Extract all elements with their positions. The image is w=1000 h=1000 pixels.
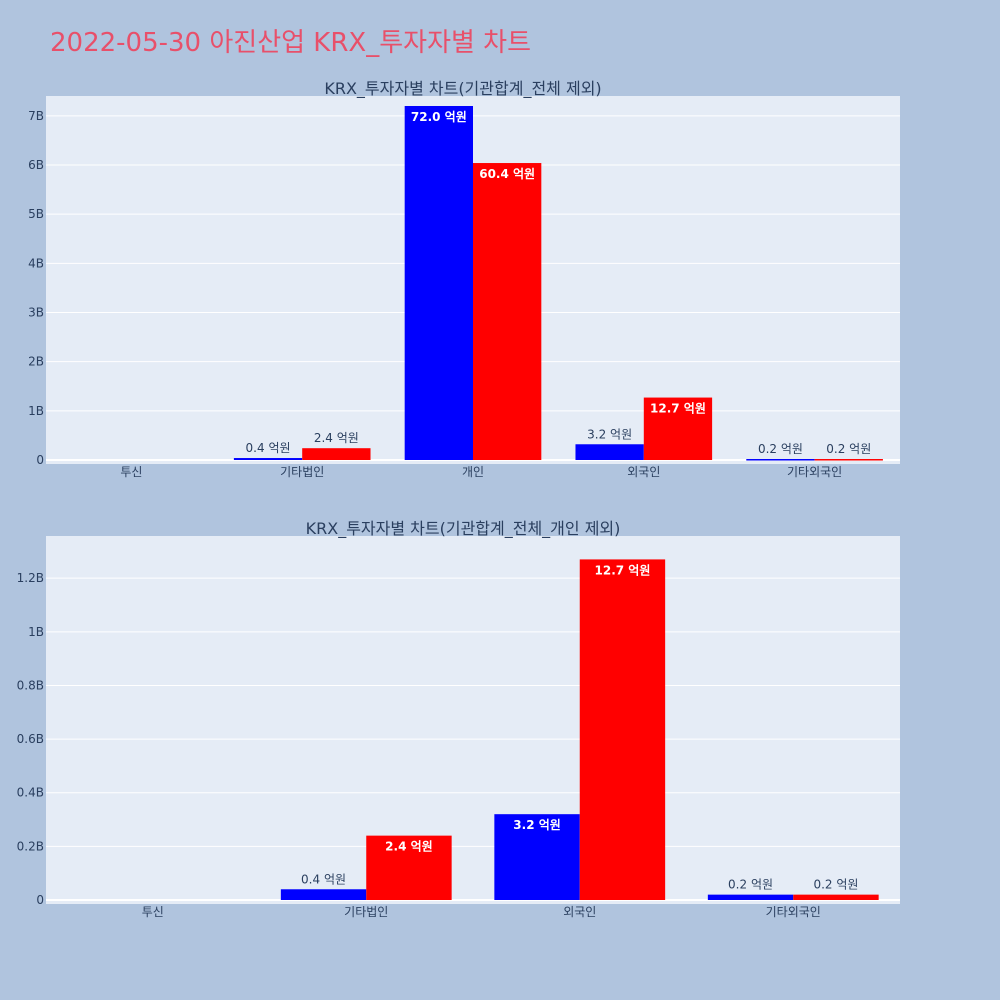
bar-0-0-3 — [575, 444, 644, 460]
x-tick-label-1-1: 기타법인 — [344, 905, 388, 919]
bar-1-1-1 — [366, 835, 452, 900]
bar-0-1-2 — [473, 163, 542, 461]
bar-0-0-1 — [233, 458, 303, 460]
bar-1-1-2 — [579, 559, 666, 900]
bar-label-0-1-1: 2.4 억원 — [314, 431, 359, 445]
x-tick-label-1-3: 기타외국인 — [766, 905, 821, 919]
y-tick-label-1-6: 1.2B — [17, 571, 44, 585]
y-tick-label-1-3: 0.6B — [17, 732, 44, 746]
y-tick-label-0-2: 2B — [28, 355, 44, 369]
x-tick-label-0-1: 기타법인 — [280, 465, 324, 479]
bar-label-0-0-1: 0.4 억원 — [246, 441, 291, 455]
bar-0-1-1 — [302, 448, 371, 460]
x-tick-label-1-0: 투신 — [142, 905, 164, 919]
main-title: 2022-05-30 아진산업 KRX_투자자별 차트 — [50, 28, 532, 58]
bar-label-1-1-3: 0.2 억원 — [813, 878, 858, 892]
y-tick-label-0-4: 4B — [28, 256, 44, 270]
y-tick-label-1-5: 1B — [28, 625, 44, 639]
y-tick-label-0-1: 1B — [28, 404, 44, 418]
bar-0-0-4 — [746, 459, 815, 461]
plot-area-1 — [46, 536, 900, 904]
x-tick-label-0-0: 투신 — [120, 465, 142, 479]
y-tick-label-0-7: 7B — [28, 109, 44, 123]
bar-label-1-1-1: 2.4 억원 — [385, 840, 433, 854]
bar-1-1-3 — [793, 894, 879, 900]
x-tick-label-0-4: 기타외국인 — [787, 465, 842, 479]
bar-label-1-1-2: 12.7 억원 — [595, 563, 651, 577]
bar-label-0-1-3: 12.7 억원 — [650, 402, 706, 416]
chart-title-1: KRX_투자자별 차트(기관합계_전체_개인 제외) — [306, 519, 621, 539]
chart-title-0: KRX_투자자별 차트(기관합계_전체 제외) — [324, 79, 601, 99]
y-tick-label-0-5: 5B — [28, 207, 44, 221]
bar-label-0-0-2: 72.0 억원 — [411, 110, 467, 124]
x-tick-label-0-2: 개인 — [462, 465, 484, 479]
y-tick-label-0-3: 3B — [28, 306, 44, 320]
bar-1-0-3 — [707, 894, 794, 900]
y-tick-label-1-4: 0.8B — [17, 678, 44, 692]
bar-label-1-0-3: 0.2 억원 — [728, 878, 773, 892]
bar-1-0-1 — [280, 889, 367, 900]
bar-label-1-0-2: 3.2 억원 — [513, 818, 561, 832]
bar-0-1-4 — [814, 459, 883, 461]
bar-label-0-1-4: 0.2 억원 — [826, 442, 871, 456]
y-tick-label-0-6: 6B — [28, 158, 44, 172]
bar-label-0-0-3: 3.2 억원 — [587, 427, 632, 441]
y-tick-label-1-2: 0.4B — [17, 786, 44, 800]
bar-label-0-1-2: 60.4 억원 — [479, 167, 535, 181]
bar-label-1-0-1: 0.4 억원 — [301, 872, 346, 886]
x-tick-label-1-2: 외국인 — [563, 905, 596, 919]
bar-0-1-3 — [643, 397, 713, 460]
x-tick-label-0-3: 외국인 — [627, 465, 660, 479]
bar-label-0-0-4: 0.2 억원 — [758, 442, 803, 456]
y-tick-label-0-0: 0 — [36, 453, 44, 467]
bar-0-0-2 — [404, 106, 473, 460]
y-tick-label-1-1: 0.2B — [17, 839, 44, 853]
y-tick-label-1-0: 0 — [36, 893, 44, 907]
bar-1-0-2 — [494, 814, 580, 900]
